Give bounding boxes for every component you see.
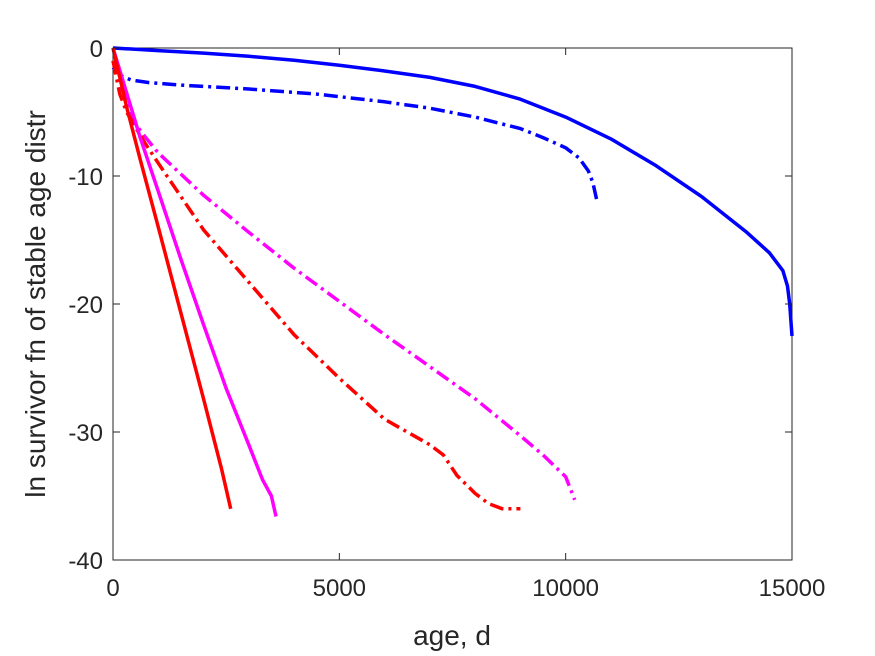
series-line-5 bbox=[111, 47, 278, 517]
y-tick-label: -40 bbox=[68, 548, 103, 575]
series-line-6 bbox=[111, 47, 233, 510]
x-tick-label: 0 bbox=[106, 575, 119, 602]
x-tick-label: 5000 bbox=[313, 575, 366, 602]
series-layer bbox=[111, 46, 794, 517]
y-axis-ticks: 0 -10 -20 -30 -40 bbox=[68, 36, 792, 575]
x-axis-ticks: 0 5000 10000 15000 bbox=[106, 48, 825, 602]
y-axis-label: ln survivor fn of stable age distr bbox=[20, 110, 51, 498]
plot-area bbox=[112, 47, 793, 561]
series-line-3 bbox=[111, 60, 577, 501]
y-tick-label: -10 bbox=[68, 164, 103, 191]
x-tick-label: 10000 bbox=[532, 575, 599, 602]
x-tick-label: 15000 bbox=[759, 575, 826, 602]
y-tick-label: -20 bbox=[68, 292, 103, 319]
x-axis-label: age, d bbox=[413, 620, 491, 651]
series-line-4 bbox=[111, 60, 521, 511]
axes-box bbox=[112, 47, 793, 561]
series-line-1 bbox=[112, 46, 794, 337]
y-tick-label: -30 bbox=[68, 420, 103, 447]
y-tick-label: 0 bbox=[90, 36, 103, 63]
series-line-2 bbox=[111, 66, 600, 204]
